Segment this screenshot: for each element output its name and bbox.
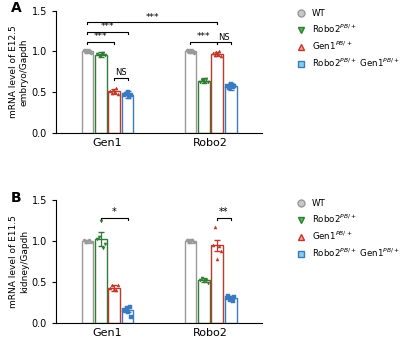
Bar [225,86,236,133]
Text: **: ** [219,207,229,217]
Bar [184,241,196,323]
Bar [95,239,107,323]
Legend: WT, Robo2$^{PB/+}$, Gen1$^{PB/+}$, Robo2$^{PB/+}$ Gen1$^{PB/+}$: WT, Robo2$^{PB/+}$, Gen1$^{PB/+}$, Robo2… [292,199,400,259]
Bar [108,91,120,133]
Y-axis label: mRNA level of E11.5
kidney/Gapdh: mRNA level of E11.5 kidney/Gapdh [10,215,29,308]
Text: ***: *** [146,13,159,21]
Bar [122,95,134,133]
Legend: WT, Robo2$^{PB/+}$, Gen1$^{PB/+}$, Robo2$^{PB/+}$ Gen1$^{PB/+}$: WT, Robo2$^{PB/+}$, Gen1$^{PB/+}$, Robo2… [292,9,400,69]
Y-axis label: mRNA level of E12.5
embryo/Gapdh: mRNA level of E12.5 embryo/Gapdh [10,25,29,118]
Bar [108,288,120,323]
Bar [184,51,196,133]
Text: NS: NS [115,68,127,78]
Bar [122,310,134,323]
Bar [211,245,223,323]
Bar [211,54,223,133]
Bar [82,241,93,323]
Bar [95,55,107,133]
Text: ***: *** [101,22,114,31]
Bar [198,81,210,133]
Text: ***: *** [197,32,210,41]
Text: B: B [11,191,21,205]
Bar [82,51,93,133]
Text: A: A [11,1,22,15]
Text: NS: NS [218,33,230,41]
Bar [198,280,210,323]
Text: *: * [112,207,116,217]
Text: ***: *** [94,32,108,41]
Bar [225,298,236,323]
